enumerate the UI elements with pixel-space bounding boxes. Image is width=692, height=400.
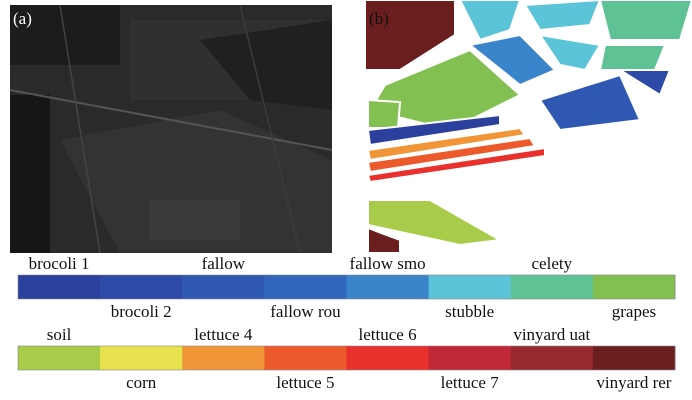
color-swatch <box>182 346 265 370</box>
class-label: corn <box>126 373 157 392</box>
color-swatch <box>511 346 594 370</box>
class-label: fallow <box>202 254 246 273</box>
color-swatch <box>347 275 430 299</box>
color-swatch <box>593 346 676 370</box>
class-label: lettuce 4 <box>194 325 253 344</box>
color-swatch <box>347 346 430 370</box>
color-swatch <box>429 346 512 370</box>
class-label: brocoli 1 <box>29 254 90 273</box>
region <box>600 0 692 40</box>
class-label: grapes <box>612 302 656 321</box>
class-label: fallow rou <box>270 302 341 321</box>
region <box>600 45 665 70</box>
class-label: vinyard rer <box>596 373 671 392</box>
color-swatch <box>100 275 183 299</box>
color-swatch <box>429 275 512 299</box>
class-label: stubble <box>445 302 494 321</box>
color-swatch <box>264 275 347 299</box>
class-label: lettuce 6 <box>359 325 417 344</box>
color-swatch <box>511 275 594 299</box>
class-label: vinyard uat <box>513 325 590 344</box>
satellite-image <box>10 5 332 253</box>
color-swatch <box>18 346 101 370</box>
color-swatch <box>18 275 101 299</box>
color-swatch <box>100 346 183 370</box>
figure: (a) (b) brocoli 1 brocoli 2 fallow fallow r… <box>0 0 692 400</box>
color-swatch <box>264 346 347 370</box>
class-label: soil <box>47 325 72 344</box>
region <box>460 0 520 40</box>
color-swatch <box>182 275 265 299</box>
region <box>368 100 400 128</box>
class-label: brocoli 2 <box>111 302 172 321</box>
legend: brocoli 1 brocoli 2 fallow fallow rou fallow… <box>18 254 676 392</box>
panel-label: (a) <box>13 9 32 28</box>
color-swatch <box>593 275 676 299</box>
region <box>525 0 600 30</box>
class-label: lettuce 5 <box>276 373 334 392</box>
ground-truth-map <box>365 0 692 253</box>
panel-label: (b) <box>369 9 389 28</box>
class-label: celety <box>532 254 573 273</box>
class-label: fallow smo <box>350 254 426 273</box>
class-label: lettuce 7 <box>441 373 500 392</box>
region <box>540 75 640 130</box>
